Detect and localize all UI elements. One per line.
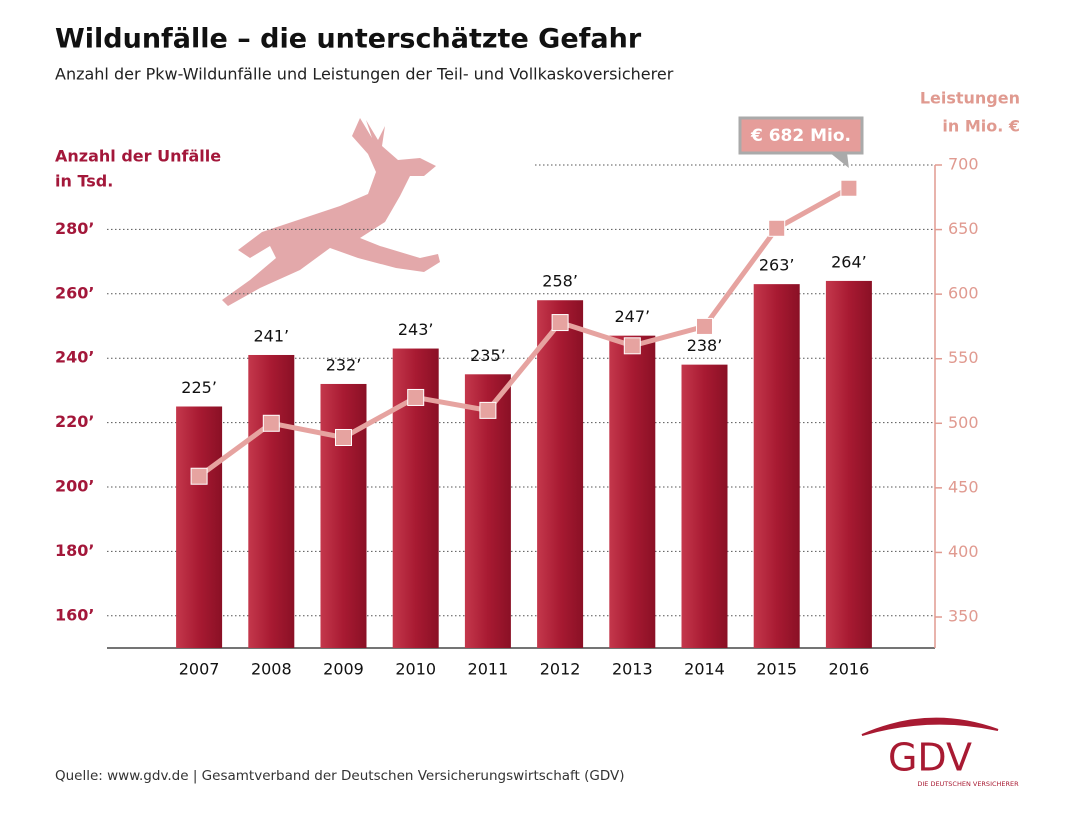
line-marker [407,388,425,406]
bar-value-label: 243’ [398,320,434,339]
bar-value-label: 264’ [831,252,867,271]
line-marker [190,467,208,485]
y-tick-label: 160’ [55,605,94,624]
bar-value-label: 241’ [253,326,289,345]
bar-value-label: 263’ [759,256,795,275]
y2-tick-label: 450 [948,477,979,496]
bar [537,300,584,648]
x-tick-label: 2013 [612,660,653,679]
y-tick-label: 280’ [55,219,94,238]
x-tick-label: 2007 [179,660,220,679]
y2-tick-label: 350 [948,607,979,626]
bar [464,374,511,648]
bar [681,364,728,648]
x-tick-label: 2016 [829,660,870,679]
y2-tick-label: 500 [948,413,979,432]
line-marker [335,428,352,446]
y2-tick-label: 700 [948,155,979,174]
chart-title: Wildunfälle – die unterschätzte Gefahr [55,24,642,55]
bar-value-label: 235’ [470,346,506,365]
line-marker [696,317,713,335]
bar-value-label: 225’ [181,378,217,397]
y-tick-label: 200’ [55,477,94,496]
x-tick-label: 2012 [540,660,581,679]
y2-tick-label: 400 [948,542,979,561]
source: Quelle: www.gdv.de | Gesamtverband der D… [55,768,625,784]
bar-value-label: 238’ [687,336,723,355]
bar [248,354,295,648]
x-tick-label: 2014 [684,660,725,679]
y-tick-label: 240’ [55,348,94,367]
deer-illustration [222,118,440,306]
x-tick-label: 2011 [468,660,509,679]
chart-subtitle: Anzahl der Pkw-Wildunfälle und Leistunge… [55,65,674,84]
bar [753,284,800,648]
y2-tick-label: 600 [948,284,979,303]
logo-tagline: DIE DEUTSCHEN VERSICHERER [917,780,1019,788]
y-axis-title: Anzahl der Unfälle [55,147,221,166]
x-tick-label: 2008 [251,660,292,679]
logo-name: GDV [888,736,972,780]
y-tick-label: 220’ [55,412,94,431]
y-tick-label: 260’ [55,283,94,302]
bar [320,383,367,648]
bar [176,406,223,648]
x-tick-label: 2015 [756,660,797,679]
annotation: € 682 Mio. [750,126,851,146]
bar [609,335,656,648]
y2-tick-label: 650 [948,219,979,238]
line [197,186,851,479]
line-marker [551,314,569,332]
line-marker [768,219,786,237]
y2-tick-label: 550 [948,348,979,367]
y-tick-label: 180’ [55,541,94,560]
annotation-pointer [828,152,849,168]
bar-value-label: 232’ [326,355,362,374]
line-marker [262,414,280,432]
y-axis-title: in Tsd. [55,172,113,191]
bar-value-label: 258’ [542,272,578,291]
y2-axis-title: in Mio. € [942,117,1020,136]
line-marker [840,179,858,197]
annotation-box [738,116,864,155]
x-tick-label: 2010 [395,660,436,679]
line-marker [479,401,497,419]
logo-arc [861,717,999,736]
bar-value-label: 247’ [614,307,650,326]
y2-axis-title: Leistungen [920,89,1020,108]
bar [825,280,872,648]
line-marker [623,337,641,355]
x-tick-label: 2009 [323,660,364,679]
